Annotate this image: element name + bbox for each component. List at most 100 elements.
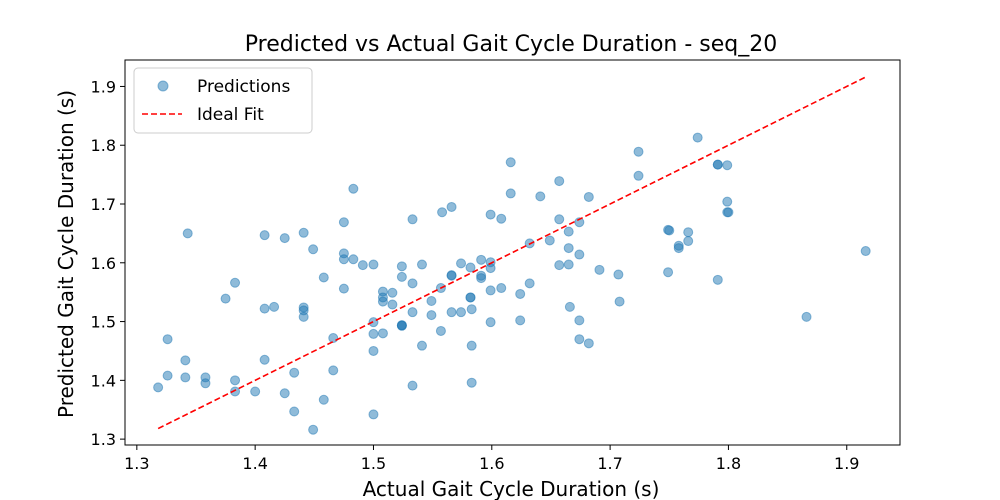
data-point bbox=[338, 283, 349, 294]
data-point bbox=[407, 278, 418, 289]
data-point bbox=[722, 196, 733, 207]
data-point bbox=[407, 380, 418, 391]
data-point bbox=[435, 325, 446, 336]
data-point bbox=[416, 259, 427, 270]
data-point bbox=[318, 394, 329, 405]
data-point bbox=[338, 217, 349, 228]
data-point bbox=[505, 157, 516, 168]
data-point bbox=[485, 317, 496, 328]
data-point bbox=[692, 132, 703, 143]
y-tick-label: 1.3 bbox=[91, 430, 116, 449]
data-point bbox=[613, 269, 624, 280]
data-point bbox=[465, 262, 476, 273]
data-point bbox=[153, 382, 164, 393]
x-tick-label: 1.4 bbox=[242, 454, 267, 473]
data-point bbox=[377, 296, 388, 307]
data-point bbox=[466, 304, 477, 315]
legend: Predictions Ideal Fit bbox=[133, 67, 313, 134]
data-point bbox=[259, 230, 270, 241]
data-point bbox=[496, 213, 507, 224]
y-tick-label: 1.9 bbox=[91, 77, 116, 96]
data-point bbox=[594, 264, 605, 275]
data-point bbox=[673, 243, 684, 254]
data-point bbox=[564, 301, 575, 312]
data-point bbox=[368, 409, 379, 420]
data-point bbox=[308, 244, 319, 255]
data-point bbox=[476, 254, 487, 265]
x-tick-label: 1.5 bbox=[361, 454, 386, 473]
data-point bbox=[416, 340, 427, 351]
data-point bbox=[162, 370, 173, 381]
data-point bbox=[554, 214, 565, 225]
data-point bbox=[683, 236, 694, 247]
data-point bbox=[308, 424, 319, 435]
data-point bbox=[485, 209, 496, 220]
data-point bbox=[554, 176, 565, 187]
data-point bbox=[476, 273, 487, 284]
data-point bbox=[368, 328, 379, 339]
data-point bbox=[250, 386, 261, 397]
y-axis: 1.3 1.4 1.5 1.6 1.7 1.8 1.9 bbox=[91, 77, 125, 449]
data-point bbox=[466, 340, 477, 351]
legend-label-ideal-fit: Ideal Fit bbox=[197, 105, 264, 125]
data-point bbox=[298, 227, 309, 238]
data-point bbox=[180, 372, 191, 383]
data-point bbox=[456, 258, 467, 269]
y-tick-label: 1.8 bbox=[91, 136, 116, 155]
data-point bbox=[614, 296, 625, 307]
data-point bbox=[348, 183, 359, 194]
legend-label-predictions: Predictions bbox=[197, 77, 290, 97]
data-point bbox=[328, 365, 339, 376]
x-tick-label: 1.3 bbox=[124, 454, 149, 473]
data-point bbox=[465, 292, 476, 303]
data-point bbox=[574, 315, 585, 326]
data-point bbox=[289, 406, 300, 417]
data-point bbox=[563, 259, 574, 270]
data-point bbox=[554, 260, 565, 271]
data-point bbox=[723, 207, 734, 218]
x-tick-label: 1.8 bbox=[716, 454, 741, 473]
data-point bbox=[368, 317, 379, 328]
plot-frame bbox=[124, 59, 901, 446]
data-point bbox=[230, 375, 241, 386]
data-point bbox=[466, 377, 477, 388]
data-point bbox=[574, 249, 585, 260]
data-point bbox=[338, 254, 349, 265]
data-point bbox=[426, 310, 437, 321]
legend-marker-predictions bbox=[157, 80, 169, 92]
data-point bbox=[583, 191, 594, 202]
data-point bbox=[368, 259, 379, 270]
data-point bbox=[298, 311, 309, 322]
legend-frame bbox=[133, 67, 313, 134]
data-point bbox=[535, 191, 546, 202]
data-point bbox=[633, 146, 644, 157]
x-axis: 1.3 1.4 1.5 1.6 1.7 1.8 1.9 bbox=[124, 445, 859, 473]
data-point bbox=[722, 160, 733, 171]
data-point bbox=[505, 188, 516, 199]
data-point bbox=[515, 288, 526, 299]
y-tick-label: 1.6 bbox=[91, 254, 116, 273]
data-point bbox=[683, 227, 694, 238]
data-point bbox=[574, 334, 585, 345]
y-axis-label: Predicted Gait Cycle Duration (s) bbox=[54, 90, 78, 418]
data-point bbox=[437, 207, 448, 218]
data-point bbox=[496, 283, 507, 294]
data-point bbox=[456, 307, 467, 318]
data-point bbox=[200, 378, 211, 389]
data-point bbox=[230, 277, 241, 288]
data-point bbox=[712, 159, 723, 170]
data-point bbox=[279, 233, 290, 244]
data-point bbox=[387, 299, 398, 310]
data-point bbox=[446, 201, 457, 212]
plot-area bbox=[153, 76, 871, 435]
data-point bbox=[801, 311, 812, 322]
data-point bbox=[279, 388, 290, 399]
data-point bbox=[348, 254, 359, 265]
data-point bbox=[633, 170, 644, 181]
data-point bbox=[515, 315, 526, 326]
data-point bbox=[328, 333, 339, 344]
data-point bbox=[544, 235, 555, 246]
data-point bbox=[583, 338, 594, 349]
data-point bbox=[318, 272, 329, 283]
